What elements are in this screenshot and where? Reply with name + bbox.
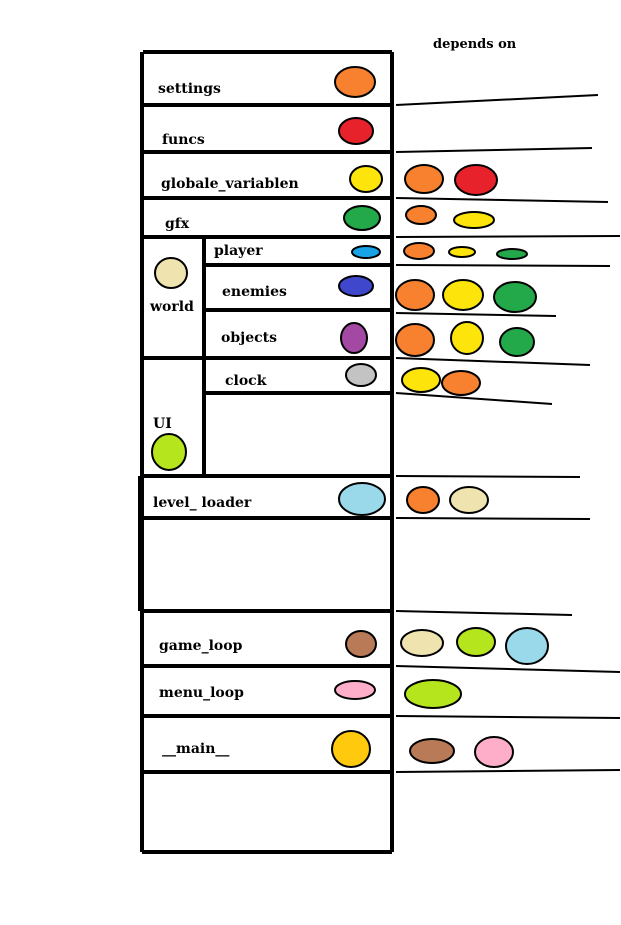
dependency-enemies-green <box>493 281 537 313</box>
dependencies-layer <box>395 164 549 768</box>
dependency-game_loop-lime <box>456 627 496 657</box>
module-label-gfx: gfx <box>165 216 190 232</box>
module-label-clock: clock <box>225 373 267 389</box>
dependency-globale_variablen-red <box>454 164 498 196</box>
row-dividers <box>138 103 392 774</box>
module-color-world <box>154 257 188 289</box>
module-color-funcs <box>338 117 374 145</box>
dependency-player-yellow <box>448 246 476 258</box>
module-color-clock <box>345 363 377 387</box>
dependency-objects-green <box>499 327 535 357</box>
module-label-settings: settings <box>158 81 221 97</box>
dependency-clock-yellow <box>401 367 441 393</box>
dependency-player-orange <box>403 242 435 260</box>
module-color-player <box>351 245 381 259</box>
module-label-world: world <box>149 299 194 315</box>
module-color-level_loader <box>338 482 386 516</box>
module-label-funcs: funcs <box>162 132 205 148</box>
dependency-clock-orange <box>441 370 481 396</box>
module-color-objects <box>340 322 368 354</box>
dependency-gfx-yellow <box>453 211 495 229</box>
module-label-game_loop: game_loop <box>159 638 243 654</box>
module-label-player: player <box>214 243 263 259</box>
module-color-game_loop <box>345 630 377 658</box>
dependency-main-brown <box>409 738 455 764</box>
dependency-level_loader-orange <box>406 486 440 514</box>
module-color-menu_loop <box>334 680 376 700</box>
dependency-gfx-orange <box>405 205 437 225</box>
module-label-menu_loop: menu_loop <box>159 685 244 701</box>
module-label-level_loader: level_ loader <box>153 495 252 511</box>
module-label-globale_variablen: globale_variablen <box>161 176 299 192</box>
dependency-enemies-orange <box>395 279 435 311</box>
module-color-gfx <box>343 205 381 231</box>
module-color-enemies <box>338 275 374 297</box>
module-color-ui <box>151 433 187 471</box>
depends-on-header: depends on <box>433 37 517 52</box>
dependency-row-lines <box>395 94 621 773</box>
dependency-level_loader-beige <box>449 486 489 514</box>
module-color-globale_variablen <box>349 165 383 193</box>
module-column <box>140 50 394 854</box>
dependency-objects-orange <box>395 323 435 357</box>
dependency-menu_loop-lime <box>404 679 462 709</box>
dependency-game_loop-beige <box>400 629 444 657</box>
module-label-ui: UI <box>153 416 172 432</box>
module-color-main <box>331 730 371 768</box>
module-color-settings <box>334 66 376 98</box>
dependency-enemies-yellow <box>442 279 484 311</box>
dependency-main-pink <box>474 736 514 768</box>
dependency-globale_variablen-orange <box>404 164 444 194</box>
module-label-enemies: enemies <box>222 284 287 300</box>
module-label-objects: objects <box>221 330 277 346</box>
dependency-player-green <box>496 248 528 260</box>
dependency-objects-yellow <box>450 321 484 355</box>
dependency-game_loop-lightblue <box>505 627 549 665</box>
module-label-main: __main__ <box>162 741 229 757</box>
